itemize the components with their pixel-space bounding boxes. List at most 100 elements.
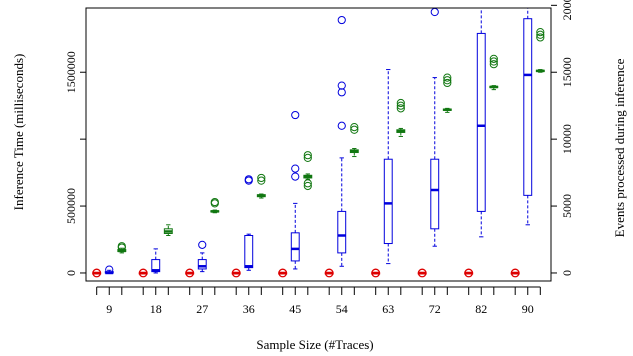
zero-marker: [417, 268, 427, 278]
blue-box-63: [383, 69, 393, 265]
outlier-point: [396, 98, 405, 108]
box-series: [92, 7, 545, 278]
outlier-point: [105, 265, 114, 274]
right-tick-label: 5000: [560, 194, 574, 218]
blue-box-18: [151, 248, 161, 274]
left-tick-label: 1500000: [64, 51, 78, 93]
box: [523, 18, 533, 196]
outlier-point: [536, 27, 545, 37]
box: [337, 210, 347, 254]
x-tick-label: 54: [336, 302, 348, 316]
green-box-72: [442, 73, 452, 113]
left-y-axis: 0 500000 1500000: [64, 51, 86, 276]
green-box-90: [535, 27, 545, 73]
zero-marker: [92, 268, 102, 278]
x-tick-label: 63: [382, 302, 394, 316]
outlier-point: [337, 121, 346, 130]
zero-marker: [185, 268, 195, 278]
zero-marker: [138, 268, 148, 278]
green-box-63: [396, 98, 406, 137]
box: [244, 235, 254, 269]
x-axis-label: Sample Size (#Traces): [256, 337, 373, 352]
outlier-point: [337, 88, 346, 97]
blue-box-9: [104, 265, 114, 275]
zero-marker: [324, 268, 334, 278]
green-box-82: [489, 54, 499, 91]
blue-box-72: [430, 7, 440, 247]
red-box-82: [464, 268, 474, 278]
outlier-point: [291, 110, 300, 120]
blue-box-27: [197, 240, 207, 273]
outlier-point: [443, 73, 452, 82]
box: [476, 32, 486, 212]
red-box-90: [510, 268, 520, 278]
green-box-54: [349, 123, 359, 158]
outlier-point: [430, 7, 439, 17]
red-box-63: [371, 268, 381, 278]
left-tick-label: 500000: [64, 188, 78, 224]
outlier-point: [350, 125, 359, 134]
green-box-36: [256, 173, 266, 199]
right-y-axis: 0 5000 10000 15000 20000: [551, 0, 574, 276]
box: [197, 259, 207, 270]
outlier-point: [198, 240, 207, 249]
x-tick-label: 36: [243, 302, 255, 316]
y-axis-label-left: Inference Time (milliseconds): [11, 54, 26, 211]
x-tick-label: 90: [522, 302, 534, 316]
red-box-18: [138, 268, 148, 278]
red-box-9: [92, 268, 102, 278]
outlier-point: [396, 101, 405, 110]
blue-box-82: [476, 8, 486, 238]
plot-frame: [85, 7, 552, 282]
x-tick-label: 18: [150, 302, 162, 316]
zero-marker: [231, 268, 241, 278]
zero-marker: [464, 268, 474, 278]
zero-marker: [510, 268, 520, 278]
outlier-point: [303, 151, 312, 160]
outlier-point: [303, 153, 312, 162]
outlier-point: [443, 76, 452, 85]
box: [290, 232, 300, 262]
x-tick-label: 45: [289, 302, 301, 316]
outlier-point: [489, 57, 498, 66]
outlier-point: [291, 172, 300, 181]
outlier-point: [396, 104, 405, 113]
outlier-point: [489, 54, 498, 63]
blue-box-54: [337, 15, 347, 267]
blue-box-36: [244, 175, 254, 271]
right-tick-label: 0: [560, 270, 574, 276]
blue-box-45: [290, 110, 300, 270]
outlier-point: [443, 78, 452, 88]
x-tick-label: 27: [196, 302, 208, 316]
red-box-54: [324, 268, 334, 278]
blue-box-90: [523, 8, 533, 226]
outlier-point: [257, 176, 266, 185]
red-box-27: [185, 268, 195, 278]
x-tick-label: 82: [475, 302, 487, 316]
x-tick-label: 72: [429, 302, 441, 316]
outlier-point: [489, 60, 498, 69]
x-axis: 9 18 27 36 45 54 63 72 82 90: [96, 286, 541, 316]
outlier-point: [536, 33, 545, 42]
right-tick-label: 15000: [560, 57, 574, 87]
outlier-point: [210, 197, 219, 207]
green-box-45: [303, 151, 313, 191]
red-box-72: [417, 268, 427, 278]
zero-marker: [278, 268, 288, 278]
box: [383, 158, 393, 245]
green-box-9: [117, 242, 127, 254]
zero-marker: [371, 268, 381, 278]
left-tick-label: 0: [64, 270, 78, 276]
outlier-point: [117, 242, 126, 251]
green-box-18: [163, 224, 173, 236]
right-tick-label: 10000: [560, 124, 574, 154]
box: [430, 158, 440, 230]
outlier-point: [244, 175, 253, 184]
outlier-point: [291, 164, 300, 173]
outlier-point: [257, 173, 266, 183]
outlier-point: [337, 15, 346, 25]
y-axis-label-right: Events processed during inference: [612, 58, 627, 237]
outlier-point: [303, 181, 312, 191]
right-tick-label: 20000: [560, 0, 574, 20]
